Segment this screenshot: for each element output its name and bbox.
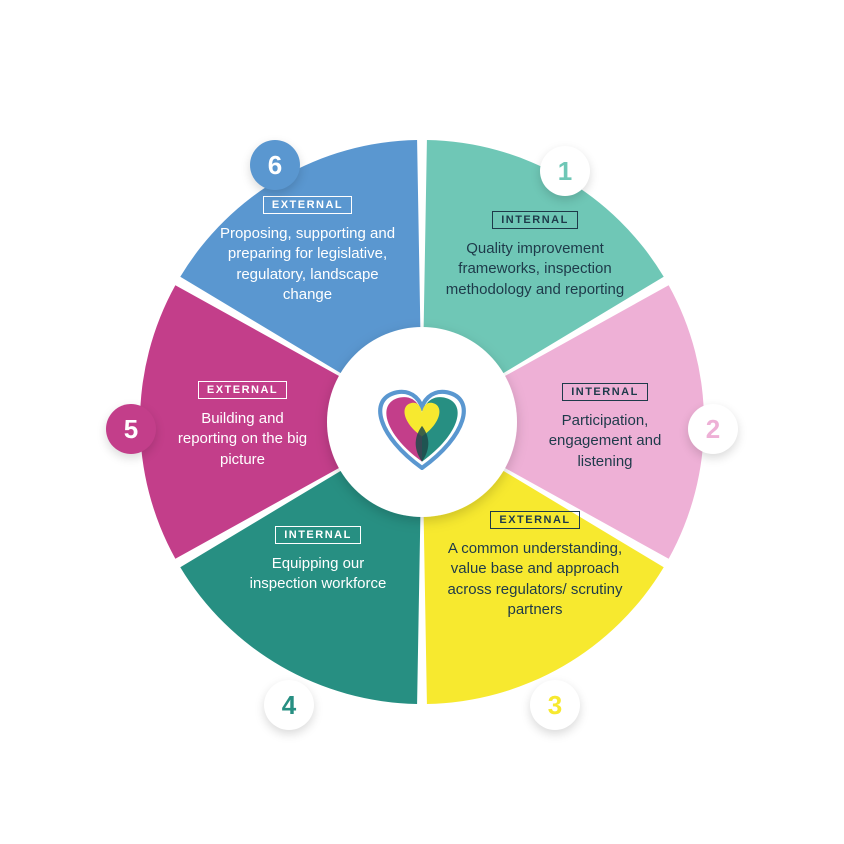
circular-infographic: { "type": "pie-segment-infographic", "ca… — [0, 0, 844, 844]
pie-svg — [0, 0, 844, 844]
